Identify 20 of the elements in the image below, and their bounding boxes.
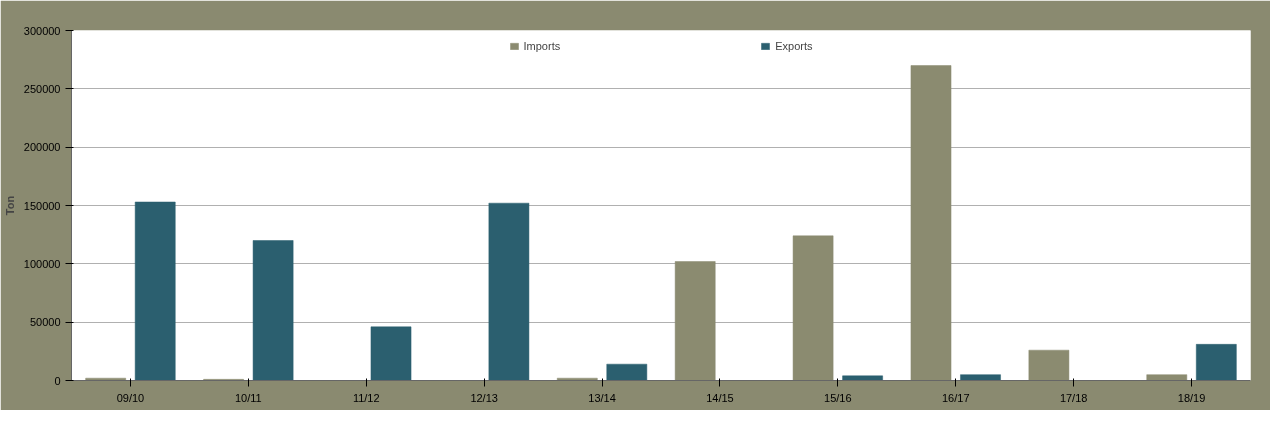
x-tick-label: 18/19 bbox=[1177, 391, 1206, 404]
legend-label: Exports bbox=[775, 40, 813, 52]
y-tick-label: 250000 bbox=[23, 82, 61, 95]
x-tick-label: 11/12 bbox=[352, 391, 380, 404]
x-tick-label: 10/11 bbox=[234, 391, 262, 404]
x-tick-label: 16/17 bbox=[941, 391, 970, 404]
y-tick-label: 100000 bbox=[23, 257, 61, 270]
y-tick-label: 50000 bbox=[29, 316, 61, 329]
x-tick-label: 12/13 bbox=[470, 391, 498, 404]
y-tick-label: 0 bbox=[54, 374, 61, 387]
y-tick-label: 300000 bbox=[23, 24, 61, 37]
y-tick-label: 150000 bbox=[23, 199, 61, 212]
x-tick-label: 15/16 bbox=[824, 391, 852, 404]
x-tick-label: 13/14 bbox=[588, 391, 616, 404]
y-axis-title: Ton bbox=[3, 195, 16, 216]
y-tick-label: 200000 bbox=[23, 141, 61, 154]
x-tick-label: 09/10 bbox=[116, 391, 145, 404]
x-tick-label: 14/15 bbox=[706, 391, 734, 404]
legend-label: Imports bbox=[523, 40, 561, 52]
x-tick-label: 17/18 bbox=[1059, 391, 1088, 404]
